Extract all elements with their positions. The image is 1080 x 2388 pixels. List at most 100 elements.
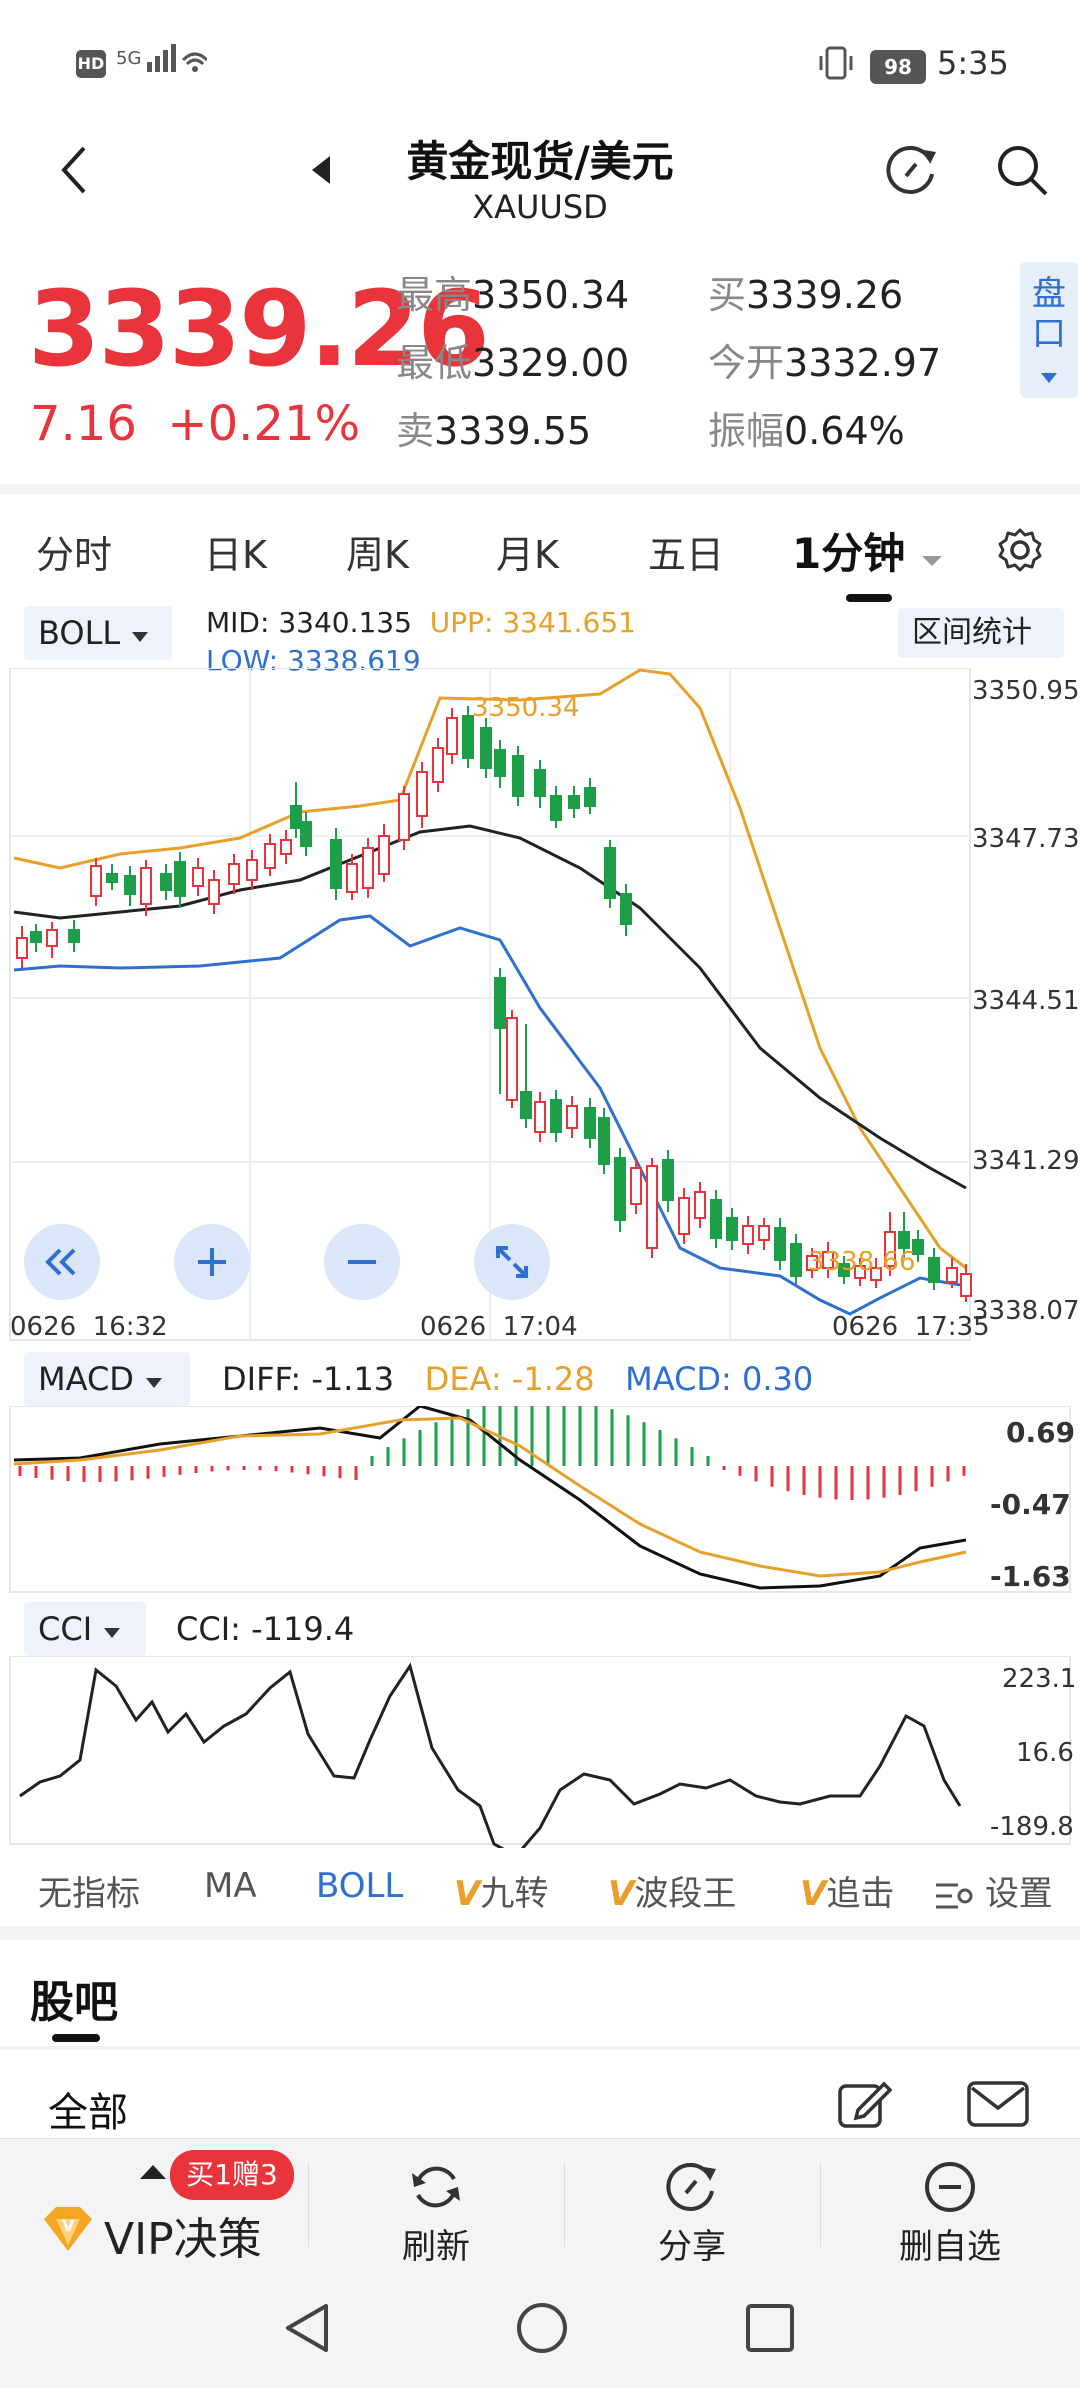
candle-body	[160, 873, 172, 891]
macd-indicator-label: MACD	[38, 1360, 134, 1398]
price-change: 7.16 +0.21%	[30, 396, 360, 452]
nav-recents-icon[interactable]	[744, 2302, 796, 2354]
zoom-in-button[interactable]	[174, 1224, 250, 1300]
gear-icon[interactable]	[996, 526, 1044, 574]
scroll-left-button[interactable]	[24, 1224, 100, 1300]
quote-open: 今开3332.97	[708, 332, 941, 387]
candlestick-chart[interactable]: 3350.34 3338.66	[0, 668, 1080, 1348]
tab-week-k[interactable]: 周K	[346, 533, 409, 577]
candle-body	[758, 1225, 770, 1241]
indicator-zhuiji[interactable]: V追击	[800, 1866, 910, 1915]
tab-day-k[interactable]: 日K	[204, 533, 267, 577]
refresh-button[interactable]: 刷新	[308, 2139, 564, 2271]
candle-body	[604, 847, 616, 899]
candle-body	[870, 1267, 882, 1281]
edit-post-icon[interactable]	[836, 2076, 892, 2132]
guba-title[interactable]: 股吧	[30, 1977, 118, 2028]
previous-stock-icon[interactable]	[306, 150, 336, 190]
tab-five-day[interactable]: 五日	[648, 533, 725, 577]
candle-body	[630, 1167, 642, 1205]
indicator-settings[interactable]: 设置	[930, 1866, 1053, 1915]
guba-underline	[52, 2034, 100, 2042]
signal-bars-icon	[147, 44, 209, 72]
tab-1min[interactable]: 1分钟	[792, 520, 944, 581]
candle-body	[584, 1107, 596, 1139]
boll-middle-band	[13, 824, 967, 1190]
search-icon[interactable]	[994, 142, 1050, 198]
high-value: 3350.34	[472, 273, 630, 317]
network-type: 5G	[116, 48, 142, 69]
fullscreen-button[interactable]	[474, 1224, 550, 1300]
caret-down-icon	[132, 632, 149, 642]
settings-label: 设置	[984, 1874, 1053, 1914]
candle-body	[662, 1159, 674, 1201]
cci-line	[19, 1662, 962, 1848]
macd-indicator-select[interactable]: MACD	[24, 1352, 190, 1406]
macd-y-tick: -1.63	[990, 1560, 1071, 1593]
share-icon	[666, 2162, 716, 2211]
battery-indicator: 98	[870, 50, 926, 84]
mail-icon[interactable]	[966, 2080, 1030, 2128]
indicator-jiuzhuan[interactable]: V九转	[454, 1866, 548, 1915]
open-label: 今开	[708, 341, 785, 385]
pankou-button[interactable]: 盘口	[1020, 262, 1078, 398]
candle-body	[694, 1191, 706, 1219]
double-chevron-left-icon	[45, 1248, 76, 1276]
dea-value: DEA: -1.28	[424, 1360, 595, 1398]
boll-lower-band	[13, 914, 967, 1316]
tab-month-k[interactable]: 月K	[496, 533, 559, 577]
candle-body	[208, 879, 220, 905]
interval-stats-button[interactable]: 区间统计	[898, 608, 1064, 658]
candle-body	[946, 1267, 958, 1283]
nav-back-icon[interactable]	[282, 2300, 332, 2356]
remove-watchlist-button[interactable]: 删自选	[820, 2139, 1080, 2271]
bottom-action-bar: V VIP决策 刷新 分享 删自选	[0, 2138, 1080, 2271]
tab-fenshi[interactable]: 分时	[36, 533, 113, 577]
candle-body	[106, 873, 118, 883]
promo-badge: 买1赠3	[170, 2150, 294, 2200]
refresh-label: 刷新	[402, 2227, 470, 2267]
candle-body	[742, 1225, 754, 1245]
candle-body	[506, 1017, 518, 1101]
back-icon[interactable]	[54, 140, 94, 200]
cci-indicator-select[interactable]: CCI	[24, 1602, 146, 1656]
indicator-none[interactable]: 无指标	[38, 1874, 140, 1914]
indicator-boll[interactable]: BOLL	[316, 1866, 404, 1906]
vip-decision-button[interactable]: V VIP决策	[0, 2139, 308, 2271]
candles	[16, 706, 972, 1302]
candle-body	[378, 835, 390, 875]
page-title: 黄金现货/美元	[406, 137, 674, 186]
candle-body	[520, 1091, 532, 1119]
cci-value: CCI: -119.4	[176, 1610, 355, 1648]
candle-body	[432, 747, 444, 783]
low-band-value: 3338.619	[287, 644, 421, 677]
status-bar: HD 5G 98 5:35	[0, 0, 1080, 130]
candle-body	[494, 749, 506, 777]
candle-body	[774, 1227, 786, 1261]
indicator-ma[interactable]: MA	[204, 1866, 257, 1906]
macd-value: MACD: 0.30	[625, 1360, 814, 1398]
zoom-out-button[interactable]	[324, 1224, 400, 1300]
remove-label: 删自选	[899, 2227, 1001, 2267]
boll-indicator-select[interactable]: BOLL	[24, 606, 172, 660]
section-divider	[0, 1926, 1080, 1940]
vip-mark: V	[800, 1874, 827, 1914]
refresh-icon[interactable]	[884, 142, 940, 198]
low-band-label: LOW:	[206, 644, 279, 677]
indicator-boduanwang[interactable]: V波段王	[608, 1866, 736, 1915]
stock-code: XAUUSD	[472, 188, 608, 226]
candle-body	[398, 793, 410, 841]
jiuzhuan-label: 九转	[480, 1874, 549, 1914]
mid-band-line	[13, 824, 967, 1190]
y-tick: 3347.73	[972, 824, 1080, 854]
filter-all[interactable]: 全部	[48, 2090, 128, 2136]
change-percent: +0.21%	[167, 396, 361, 452]
macd-chart	[9, 1406, 1071, 1593]
change-value: 7.16	[30, 396, 137, 452]
candle-body	[838, 1263, 850, 1277]
macd-frame	[9, 1406, 1071, 1593]
caret-down-icon	[104, 1628, 121, 1638]
signal-indicator: 5G	[116, 44, 209, 74]
nav-home-icon[interactable]	[514, 2300, 570, 2356]
share-button[interactable]: 分享	[564, 2139, 820, 2271]
